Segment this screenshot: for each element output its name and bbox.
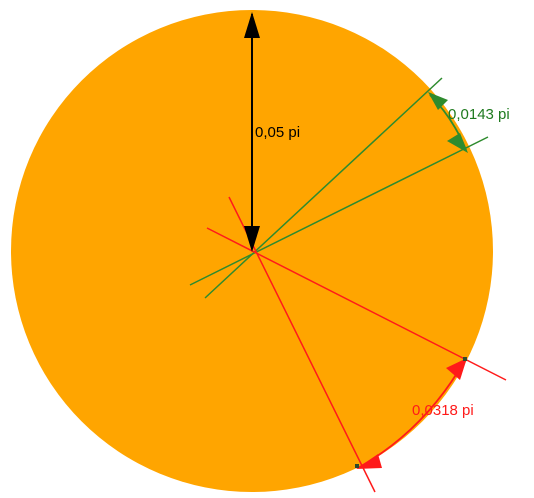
radius-label: 0,05 pi xyxy=(255,124,300,141)
small-angle-arrow-start-icon xyxy=(428,92,448,110)
green-line-lower xyxy=(189,136,489,286)
large-angle-arrow-end-icon xyxy=(356,454,382,469)
large-angle-marker-bottom xyxy=(355,464,359,468)
large-angle-marker-top xyxy=(463,357,467,361)
radius-arrow-bottom-icon xyxy=(244,226,260,252)
small-angle-arrow-end-icon xyxy=(447,133,468,153)
radius-arrow-top-icon xyxy=(244,12,260,38)
green-line-upper xyxy=(204,77,443,299)
large-angle-arrow-start-icon xyxy=(446,358,467,380)
large-angle-label: 0,0318 pi xyxy=(412,402,474,419)
small-angle-label: 0,0143 pi xyxy=(448,106,510,123)
